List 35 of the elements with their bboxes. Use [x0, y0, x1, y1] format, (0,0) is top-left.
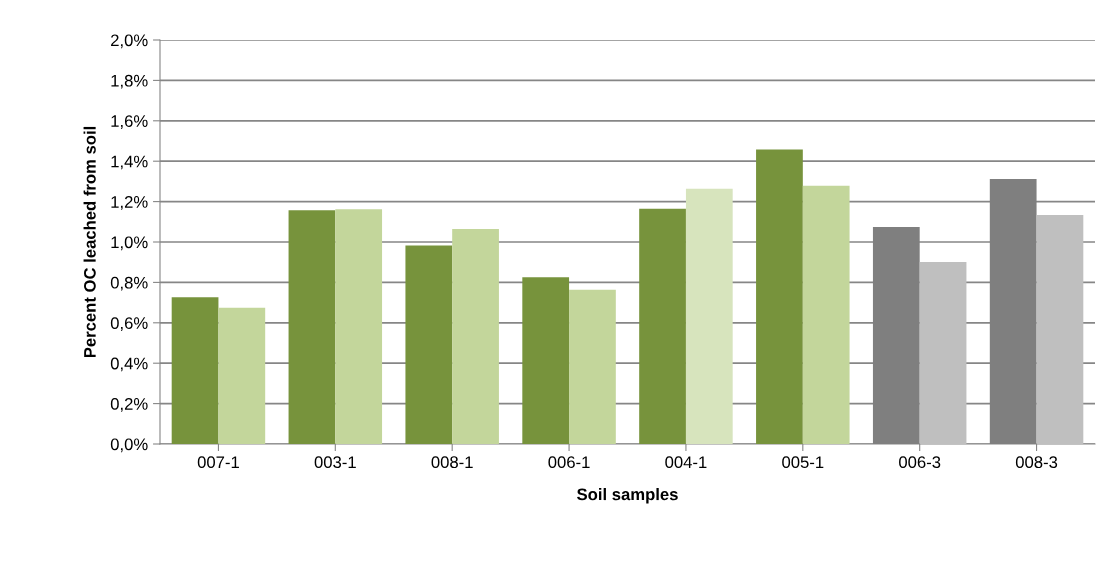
bar [639, 208, 686, 444]
bar [171, 297, 219, 444]
y-tick-label: 0,4% [110, 357, 148, 372]
y-tick-label: 2,0% [111, 34, 148, 49]
y-tick-label: 1,0% [111, 236, 148, 251]
bar [522, 277, 570, 444]
bar [218, 307, 266, 444]
x-tick-label: 007-1 [197, 456, 239, 469]
x-tick-label: 008-1 [431, 456, 473, 469]
bar [756, 149, 803, 444]
y-tick-label: 0,2% [110, 398, 148, 412]
bar [685, 188, 733, 444]
x-tick-label: 004-1 [665, 456, 707, 469]
bar [1036, 214, 1084, 444]
bar [288, 210, 336, 444]
x-tick-label: 008-3 [1015, 456, 1058, 469]
bar [335, 209, 383, 444]
y-tick-label: 0,0% [110, 438, 148, 453]
y-tick-label: 0,6% [110, 317, 148, 331]
y-tick-label: 1,2% [111, 196, 148, 210]
x-tick-label: 003-1 [314, 456, 356, 469]
bar [405, 245, 453, 444]
y-tick-label: 1,4% [111, 155, 148, 170]
y-tick-label: 0,8% [110, 276, 148, 291]
y-tick-label: 1,6% [111, 115, 148, 129]
bar [802, 185, 850, 444]
bar [452, 229, 499, 444]
bar [569, 289, 616, 444]
y-axis-title: Percent OC leached from soil [83, 126, 96, 358]
x-tick-label: 005-1 [782, 456, 824, 469]
bar [919, 262, 967, 444]
y-tick-label: 1,8% [111, 74, 148, 89]
x-axis-title: Soil samples [577, 488, 678, 504]
x-tick-label: 006-3 [899, 456, 941, 469]
x-tick-label: 006-1 [548, 456, 590, 469]
